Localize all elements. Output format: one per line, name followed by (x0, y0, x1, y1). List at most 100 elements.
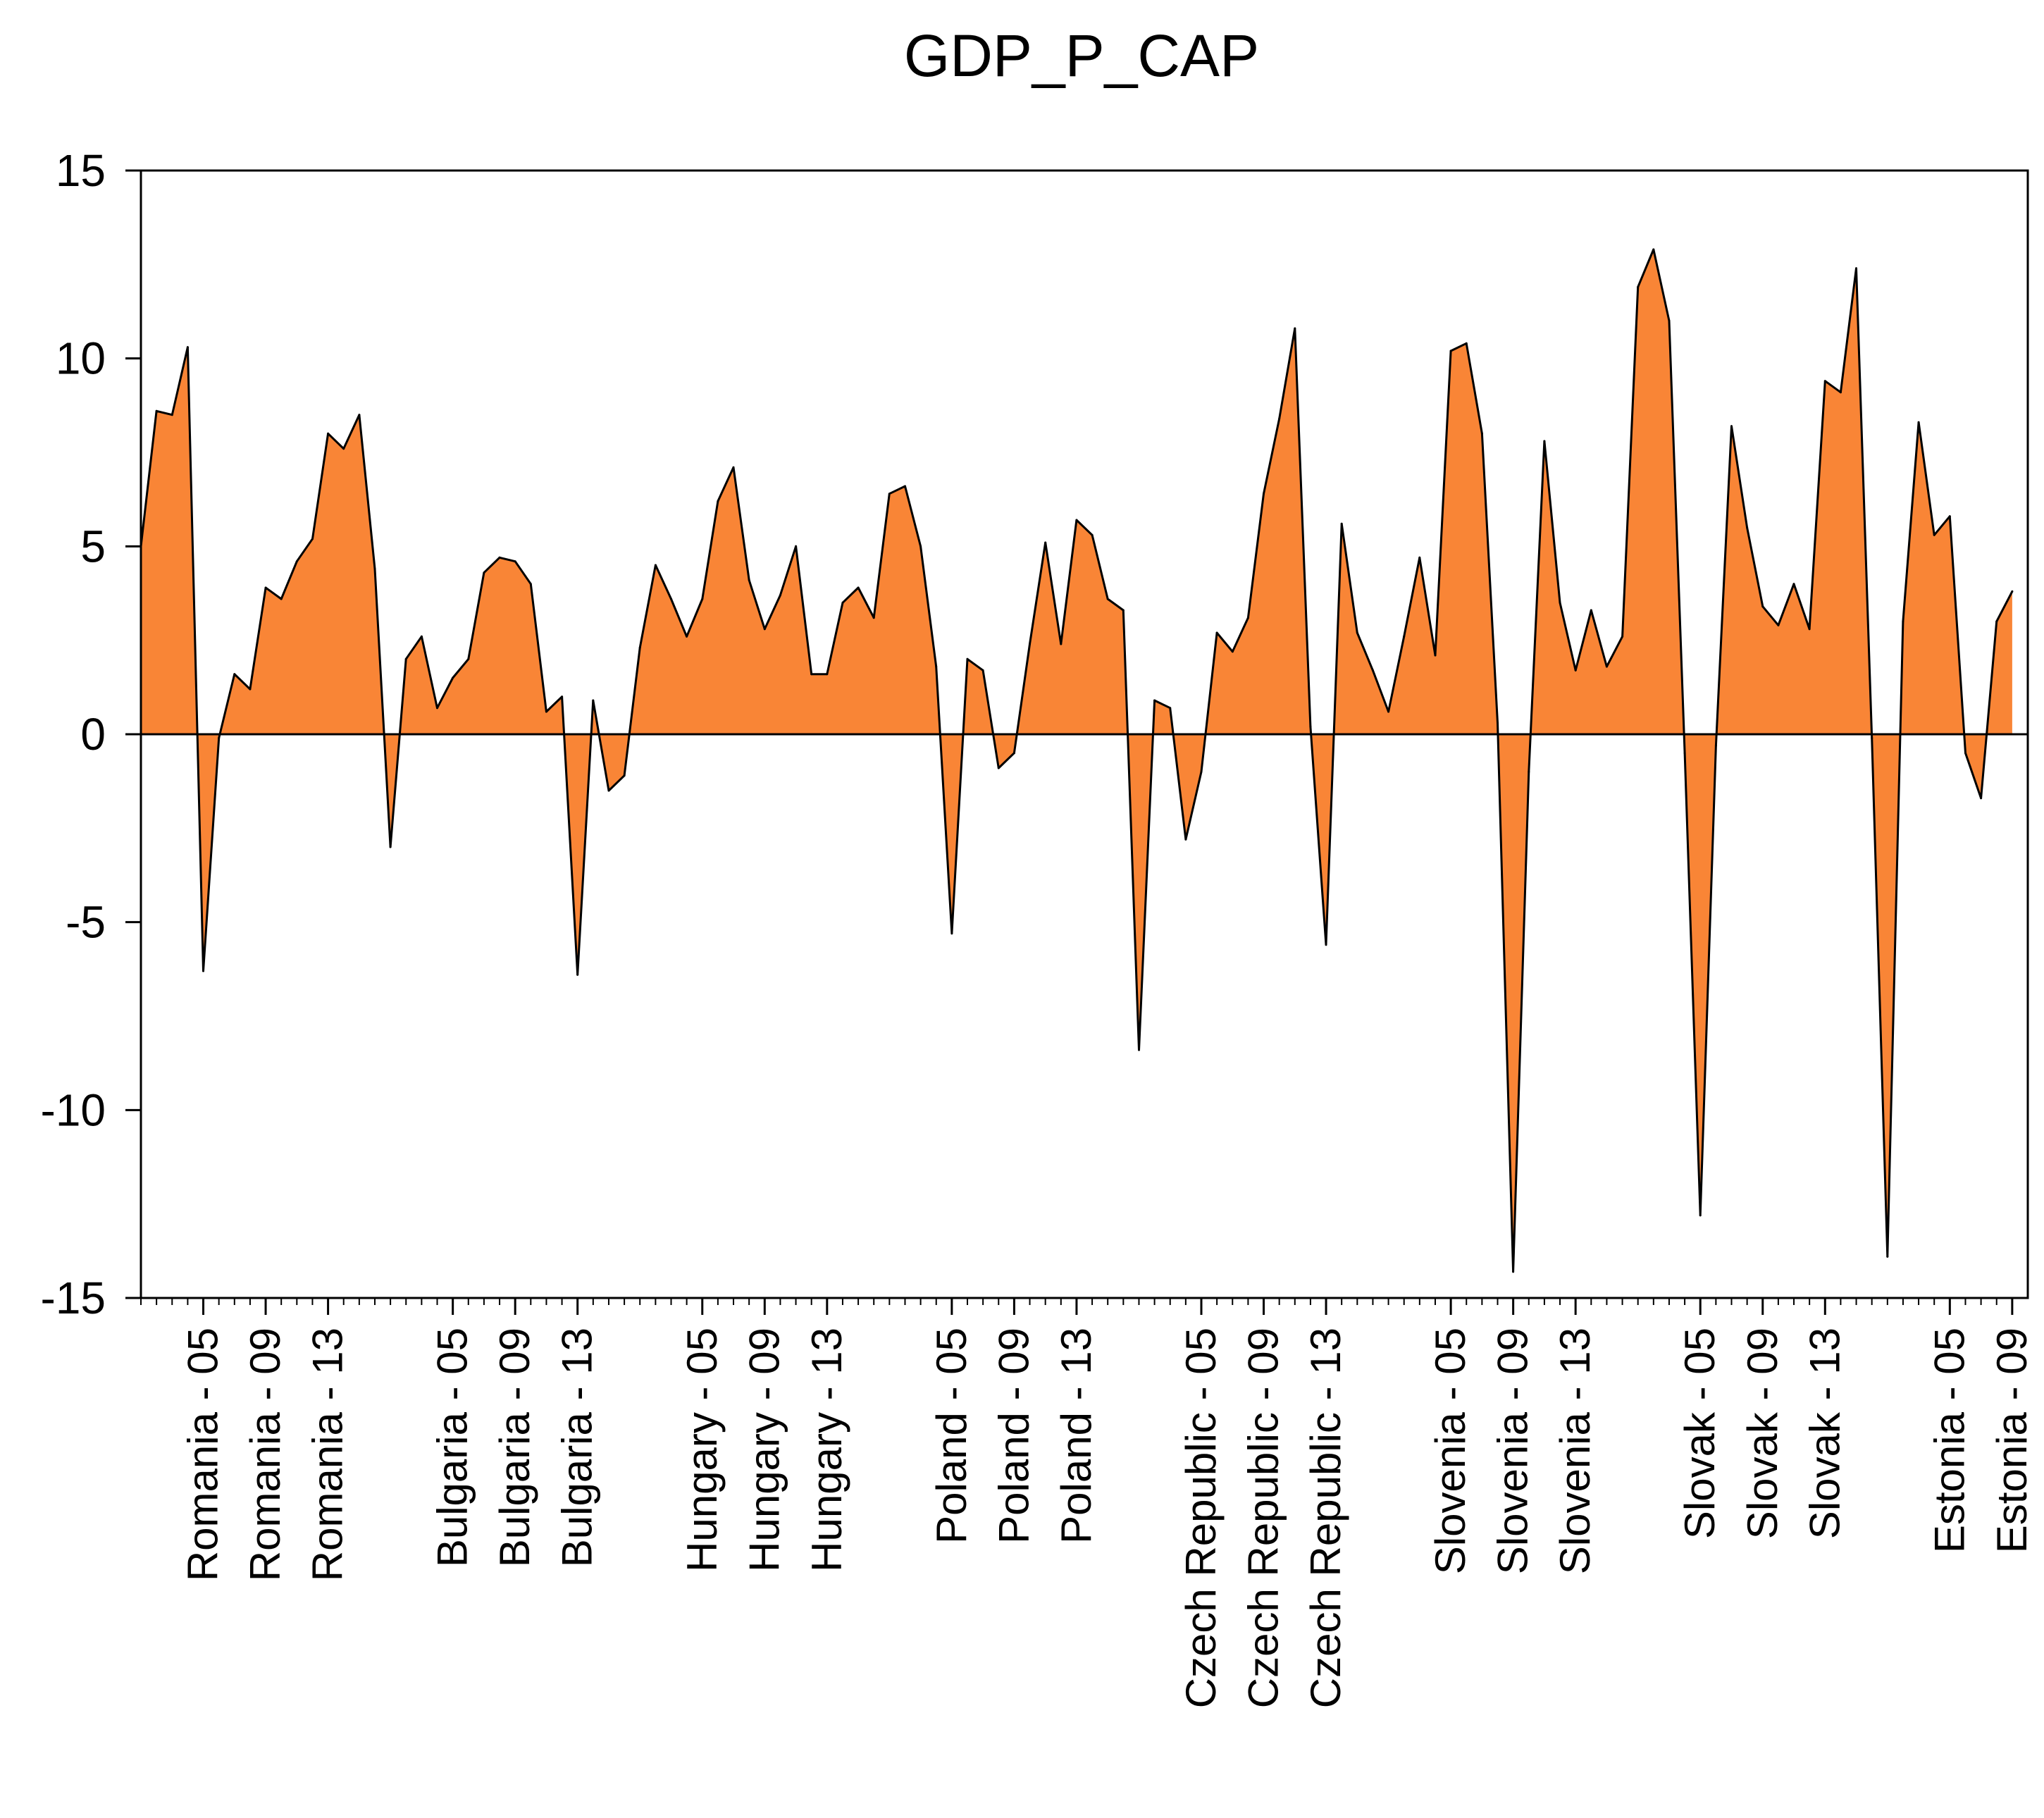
data-point (1699, 1214, 1702, 1217)
data-point (1012, 752, 1015, 755)
x-tick-label: Romania - 09 (242, 1328, 289, 1581)
x-tick-label: Slovak - 05 (1676, 1328, 1723, 1539)
data-point (1215, 631, 1218, 634)
data-point (1278, 417, 1281, 420)
data-point (717, 500, 719, 502)
x-tick-label: Bulgaria - 05 (429, 1328, 476, 1567)
x-tick-label: Poland - 09 (990, 1328, 1037, 1544)
data-point (654, 564, 657, 567)
data-point (233, 673, 236, 676)
data-point (1668, 319, 1671, 322)
data-point (1995, 620, 1998, 623)
data-point (514, 560, 516, 563)
data-point (311, 538, 314, 540)
data-point (1200, 770, 1203, 773)
chart-title: GDP_P_CAP (904, 23, 1259, 89)
data-point (452, 676, 454, 679)
data-point (623, 774, 626, 777)
data-point (607, 789, 610, 792)
data-point (1480, 432, 1483, 435)
data-point (592, 699, 595, 702)
y-tick-label: 15 (56, 145, 106, 196)
data-point (1964, 752, 1966, 755)
data-point (1543, 440, 1546, 443)
data-point (1777, 624, 1780, 626)
data-point (826, 673, 829, 676)
data-point (1980, 797, 1983, 800)
data-point (436, 707, 438, 710)
data-point (295, 560, 298, 563)
data-point (1434, 654, 1437, 657)
x-tick-label: Poland - 05 (928, 1328, 975, 1544)
data-point (327, 432, 330, 435)
data-point (1730, 425, 1733, 428)
data-point (1574, 669, 1577, 672)
data-point (1792, 583, 1795, 586)
data-point (171, 414, 173, 416)
data-point (1387, 710, 1390, 713)
data-point (701, 598, 704, 600)
data-point (1621, 635, 1624, 638)
data-point (810, 673, 813, 676)
data-point (404, 657, 407, 660)
chart-axes: 15 10 5 0 -5 -10 -15 Romania - 05 Romania - 09 Ro… (41, 145, 2036, 1708)
data-point (904, 485, 906, 488)
y-tick-label: -10 (41, 1084, 106, 1135)
data-point (498, 556, 501, 559)
data-point (1449, 350, 1452, 352)
data-point (1871, 736, 1873, 739)
data-point (1746, 526, 1749, 529)
x-tick-label: Hungary - 09 (741, 1328, 788, 1572)
x-tick-label: Estonia - 05 (1926, 1328, 1973, 1553)
data-point (1340, 522, 1343, 525)
data-point (1309, 725, 1312, 728)
data-point (1839, 391, 1842, 394)
x-tick-label: Slovak - 13 (1801, 1328, 1848, 1539)
data-point (686, 635, 688, 638)
data-point (1153, 699, 1156, 702)
data-point (950, 932, 953, 935)
data-point (1122, 609, 1125, 612)
data-point (155, 409, 158, 412)
data-point (919, 545, 922, 548)
data-point (373, 567, 376, 570)
y-tick-label: -15 (41, 1273, 106, 1323)
data-point (249, 688, 252, 691)
y-tick-label: -5 (66, 897, 106, 948)
data-point (1029, 643, 1031, 645)
x-tick-label: Czech Republic - 05 (1177, 1328, 1225, 1708)
x-tick-label: Estonia - 09 (1988, 1328, 2036, 1553)
data-point (1590, 609, 1592, 612)
data-point (1060, 643, 1063, 645)
data-point (795, 545, 798, 548)
x-tick-label: Czech Republic - 09 (1240, 1328, 1287, 1708)
data-point (1403, 635, 1406, 638)
x-tick-label: Hungary - 13 (803, 1328, 850, 1572)
data-point (1246, 617, 1249, 619)
data-point (1808, 628, 1811, 631)
data-point (857, 586, 860, 589)
x-tick-label: Slovenia - 13 (1551, 1328, 1599, 1574)
x-tick-label: Hungary - 05 (679, 1328, 726, 1572)
data-point (483, 571, 485, 574)
data-point (1263, 493, 1265, 495)
x-tick-label: Romania - 05 (180, 1328, 227, 1581)
data-point (670, 598, 672, 600)
y-tick-label: 10 (56, 333, 106, 384)
data-point (1497, 722, 1499, 724)
data-point (841, 601, 844, 604)
data-point (1917, 421, 1920, 423)
data-point (748, 579, 750, 581)
data-point (1886, 1255, 1889, 1258)
data-point (218, 736, 221, 739)
data-point (763, 628, 766, 631)
data-point (1714, 744, 1717, 747)
data-point (981, 669, 984, 672)
data-point (1637, 285, 1640, 288)
x-tick-label: Slovenia - 09 (1489, 1328, 1537, 1574)
x-tick-label: Czech Republic - 13 (1302, 1328, 1349, 1708)
data-point (935, 665, 938, 668)
data-point (467, 657, 470, 660)
gdp-area-fill (141, 249, 2012, 1272)
data-point (1605, 665, 1608, 668)
